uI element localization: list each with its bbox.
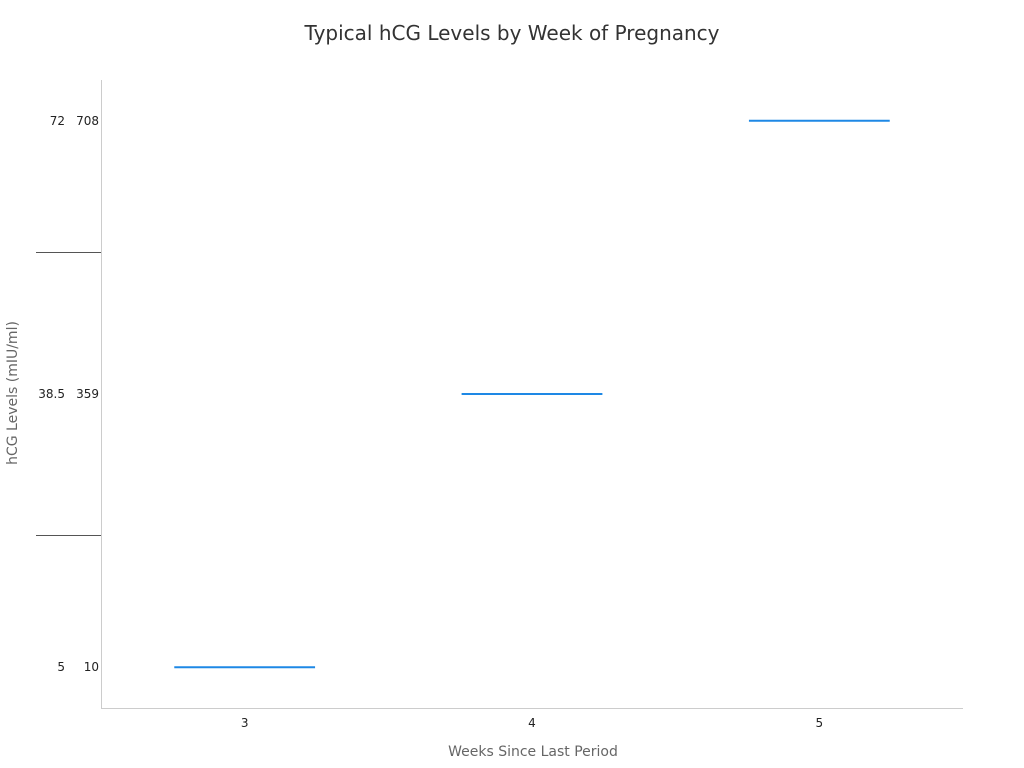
x-tick-label: 5: [816, 716, 824, 730]
x-tick-labels: 3 4 5: [241, 716, 823, 730]
y-tick-label-high: 359: [76, 387, 99, 401]
y-tick-label-low: 38.5: [38, 387, 65, 401]
chart-title: Typical hCG Levels by Week of Pregnancy: [303, 21, 719, 45]
y-tick-label-high: 10: [84, 660, 99, 674]
series-segments: [174, 119, 890, 669]
x-tick-label: 4: [528, 716, 536, 730]
x-axis-title: Weeks Since Last Period: [448, 744, 618, 760]
y-tick-labels: 5 10 38.5 359 72 708: [38, 114, 99, 674]
y-axis-title: hCG Levels (mIU/ml): [5, 321, 21, 465]
y-tick-label-low: 72: [50, 114, 65, 128]
y-tick-label-low: 5: [57, 660, 65, 674]
y-tick-label-high: 708: [76, 114, 99, 128]
x-tick-label: 3: [241, 716, 249, 730]
